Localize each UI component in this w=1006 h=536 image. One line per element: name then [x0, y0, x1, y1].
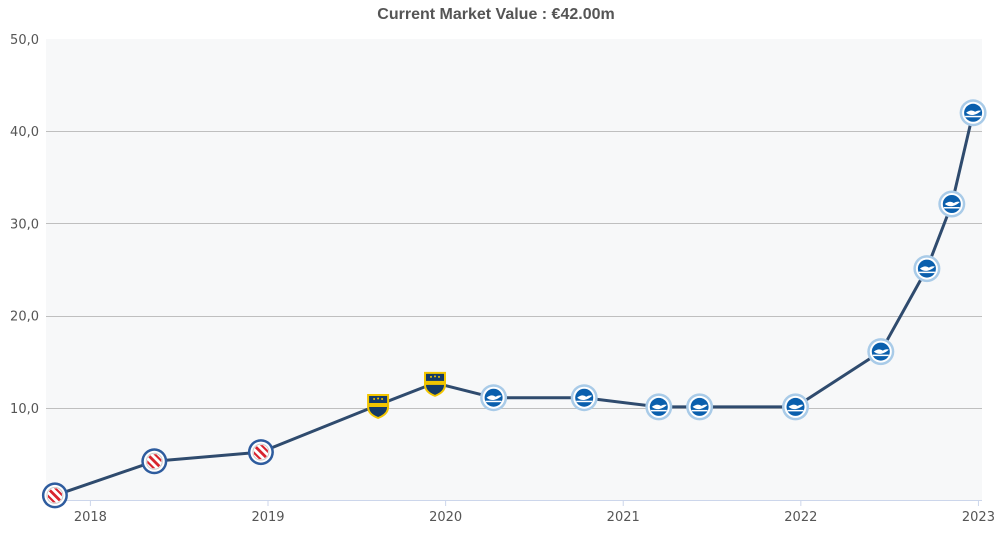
- argentinos-juniors-crest-icon[interactable]: [41, 482, 68, 509]
- plot-area: [46, 39, 982, 500]
- y-tick-label: 50,0: [10, 33, 39, 48]
- brighton-crest-icon[interactable]: [959, 99, 987, 127]
- x-axis: 2018 2019 2020 2021 2022 2023: [74, 500, 995, 525]
- y-axis: 10,0 20,0 30,0 40,0 50,0: [10, 33, 39, 417]
- x-tick-label: 2023: [962, 510, 995, 525]
- y-tick-label: 30,0: [10, 217, 39, 232]
- market-value-series: [54, 112, 975, 497]
- gridlines: [46, 131, 982, 409]
- chart-title: Current Market Value : €42.00m: [377, 6, 614, 23]
- brighton-crest-icon[interactable]: [570, 384, 598, 412]
- brighton-crest-icon[interactable]: [480, 384, 508, 412]
- y-tick-label: 40,0: [10, 125, 39, 140]
- x-tick-label: 2019: [251, 510, 284, 525]
- x-tick-label: 2018: [74, 510, 107, 525]
- brighton-crest-icon[interactable]: [867, 338, 895, 366]
- argentinos-juniors-crest-icon[interactable]: [247, 439, 274, 466]
- brighton-crest-icon[interactable]: [938, 190, 966, 218]
- y-tick-label: 10,0: [10, 402, 39, 417]
- boca-juniors-crest-icon[interactable]: [367, 394, 390, 419]
- x-tick-label: 2021: [607, 510, 640, 525]
- brighton-crest-icon[interactable]: [686, 393, 714, 421]
- argentinos-juniors-crest-icon[interactable]: [141, 448, 168, 475]
- brighton-crest-icon[interactable]: [913, 255, 941, 283]
- x-tick-label: 2022: [784, 510, 817, 525]
- club-markers: [41, 99, 987, 509]
- x-tick-label: 2020: [429, 510, 462, 525]
- brighton-crest-icon[interactable]: [782, 393, 809, 421]
- value-line: [54, 112, 975, 497]
- y-tick-label: 20,0: [10, 310, 39, 325]
- brighton-crest-icon[interactable]: [645, 393, 673, 421]
- boca-juniors-crest-icon[interactable]: [424, 371, 446, 397]
